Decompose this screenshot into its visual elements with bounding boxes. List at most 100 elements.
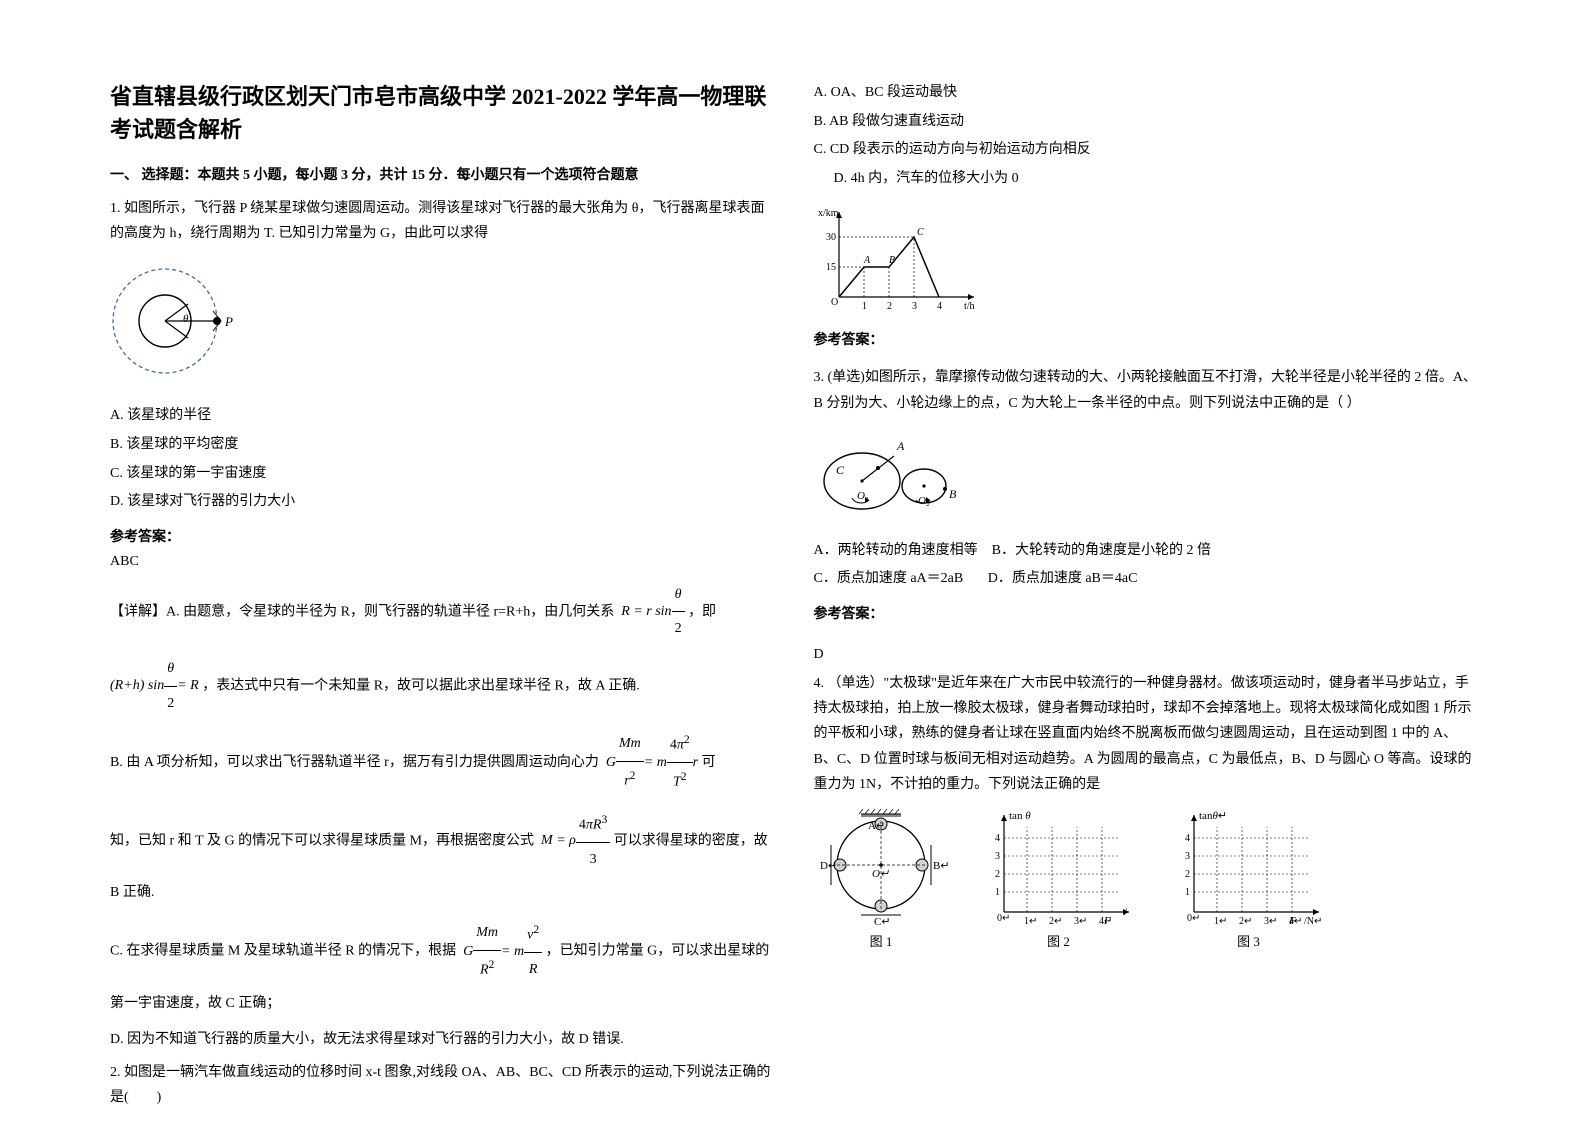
q3-diagram: A C B O₁ O₂ [814,426,1478,526]
q1-explain-b: B. 由 A 项分析知，可以求出飞行器轨道半径 r，据万有引力提供圆周运动向心力… [110,726,774,800]
q1-answer: ABC [110,554,774,570]
q3-option-a: A．两轮转动的角速度相等 [814,543,978,558]
q1-explain-a: 【详解】A. 由题意，令星球的半径为 R，则飞行器的轨道半径 r=R+h，由几何… [110,578,774,646]
svg-text:P: P [224,314,233,329]
q3-options-cd: C．质点加速度 aA＝2aB D．质点加速度 aB＝4aC [814,566,1478,593]
q1-option-d: D. 该星球对飞行器的引力大小 [110,489,774,516]
q4-intro: 4. （单选）"太极球"是近年来在广大市民中较流行的一种健身器材。做该项运动时，… [814,671,1478,797]
q1-option-b: B. 该星球的平均密度 [110,432,774,459]
svg-text:4: 4 [995,833,1000,844]
svg-text:1: 1 [862,301,867,312]
wheels-svg: A C B O₁ O₂ [814,426,984,521]
svg-text:D↵: D↵ [820,860,837,872]
formula-GMm: G [602,746,616,780]
q4-figures: O↵ A↵ C↵ B↵ D↵ [814,807,1478,950]
exp-a2-text: ，即 [688,604,716,619]
svg-text:30: 30 [826,232,836,243]
svg-text:2↵: 2↵ [1049,916,1062,927]
q1-explain-d: D. 因为不知道飞行器的质量大小，故无法求得星球对飞行器的引力大小，故 D 错误… [110,1027,774,1052]
q2-option-a: A. OA、BC 段运动最快 [814,80,1478,107]
svg-text:4↵: 4↵ [1099,916,1112,927]
svg-text:x/km: x/km [818,208,839,219]
q3-option-b: B．大轮转动的角速度是小轮的 2 倍 [992,543,1211,558]
q3-option-d: D．质点加速度 aB＝4aC [988,571,1138,586]
figure-3: tanθ↵ F /N↵ 0↵ 1 2 3 4 1↵ 2↵ 3↵ 4↵ [1169,807,1329,950]
svg-text:O↵: O↵ [872,868,889,880]
svg-text:2: 2 [995,869,1000,880]
svg-text:θ: θ [183,313,189,325]
q2-option-b: B. AB 段做匀速直线运动 [814,109,1478,136]
svg-text:t/h: t/h [964,301,975,312]
svg-text:4↵: 4↵ [1289,916,1302,927]
answer-label-1: 参考答案： [110,526,774,546]
q1-intro: 1. 如图所示，飞行器 P 绕某星球做匀速圆周运动。测得该星球对飞行器的最大张角… [110,196,774,246]
svg-text:/N↵: /N↵ [1304,916,1322,927]
answer-label-2: 参考答案： [814,329,1478,349]
svg-text:O: O [831,297,838,308]
exp-b2-text: 可 [702,755,716,770]
q1-diagram: θ P [110,256,774,391]
svg-text:0↵: 0↵ [997,913,1010,924]
fig1-label: 图 1 [814,931,949,950]
svg-text:4: 4 [937,301,942,312]
section-heading: 一、 选择题：本题共 5 小题，每小题 3 分，共计 15 分．每小题只有一个选… [110,164,774,184]
fig3-label: 图 3 [1169,931,1329,950]
page-title: 省直辖县级行政区划天门市皂市高级中学 2021-2022 学年高一物理联考试题含… [110,80,774,146]
figure-2: tan θ F 0↵ 1 2 3 4 1↵ 2↵ 3↵ 4↵ [979,807,1139,950]
q3-intro: 3. (单选)如图所示，靠摩擦传动做匀速转动的大、小两轮接触面互不打滑，大轮半径… [814,365,1478,415]
svg-text:2: 2 [1185,869,1190,880]
svg-text:A: A [896,439,905,453]
svg-text:B: B [889,255,895,266]
svg-text:4: 4 [1185,833,1190,844]
fig2-svg: tan θ F 0↵ 1 2 3 4 1↵ 2↵ 3↵ 4↵ [979,807,1139,927]
q2-option-c: C. CD 段表示的运动方向与初始运动方向相反 [814,137,1478,164]
formula-v2r: G [460,935,474,969]
fig3-svg: tanθ↵ F /N↵ 0↵ 1 2 3 4 1↵ 2↵ 3↵ 4↵ [1169,807,1329,927]
svg-text:1: 1 [995,887,1000,898]
q3-options-ab: A．两轮转动的角速度相等 B．大轮转动的角速度是小轮的 2 倍 [814,538,1478,565]
q1-explain-a-line2: (R+h) sinθ2 = R ，表达式中只有一个未知量 R，故可以据此求出星球… [110,652,774,720]
svg-text:B↵: B↵ [933,860,949,872]
svg-text:1↵: 1↵ [1024,916,1037,927]
exp-c1-text: C. 在求得星球质量 M 及星球轨道半径 R 的情况下，根据 [110,944,456,959]
exp-a1-text: 【详解】A. 由题意，令星球的半径为 R，则飞行器的轨道半径 r=R+h，由几何… [110,604,614,619]
q1-explain-c: C. 在求得星球质量 M 及星球轨道半径 R 的情况下，根据 GMmR2 = m… [110,916,774,1020]
formula-Rh: (R+h) sin [110,669,164,703]
svg-text:tanθ↵: tanθ↵ [1199,810,1227,822]
svg-text:3: 3 [912,301,917,312]
svg-text:2: 2 [887,301,892,312]
svg-text:tan θ: tan θ [1009,810,1031,822]
orbit-diagram: θ P [110,256,260,386]
svg-text:0↵: 0↵ [1187,913,1200,924]
svg-text:3↵: 3↵ [1074,916,1087,927]
q3-option-c: C．质点加速度 aA＝2aB [814,571,964,586]
formula-density: M = ρ [538,824,576,858]
svg-text:C: C [836,463,845,477]
fig2-label: 图 2 [979,931,1139,950]
q1-explain-b-line2: 知，已知 r 和 T 及 G 的情况下可以求得星球质量 M，再根据密度公式 M … [110,806,774,910]
fig1-svg: O↵ A↵ C↵ B↵ D↵ [814,807,949,927]
svg-text:A: A [863,255,871,266]
answer-label-3: 参考答案： [814,603,1478,623]
svg-text:B: B [949,487,957,501]
formula-Rsin: R = r sin [618,595,672,629]
q3-answer: D [814,647,1478,663]
svg-text:C: C [917,227,924,238]
right-column: A. OA、BC 段运动最快 B. AB 段做匀速直线运动 C. CD 段表示的… [794,80,1498,1082]
svg-text:2↵: 2↵ [1239,916,1252,927]
xt-chart: x/km t/h O 15 30 1 2 3 4 A B C [814,202,1478,317]
exp-b1-text: B. 由 A 项分析知，可以求出飞行器轨道半径 r，据万有引力提供圆周运动向心力 [110,755,599,770]
q1-option-c: C. 该星球的第一宇宙速度 [110,461,774,488]
xt-chart-svg: x/km t/h O 15 30 1 2 3 4 A B C [814,202,984,312]
exp-a3-text: ，表达式中只有一个未知量 R，故可以据此求出星球半径 R，故 A 正确. [202,678,640,693]
left-column: 省直辖县级行政区划天门市皂市高级中学 2021-2022 学年高一物理联考试题含… [90,80,794,1082]
figure-1: O↵ A↵ C↵ B↵ D↵ [814,807,949,950]
svg-text:15: 15 [826,262,836,273]
svg-text:3: 3 [1185,851,1190,862]
svg-text:3: 3 [995,851,1000,862]
exp-b3-text: 知，已知 r 和 T 及 G 的情况下可以求得星球质量 M，再根据密度公式 [110,833,534,848]
q1-option-a: A. 该星球的半径 [110,403,774,430]
svg-text:C↵: C↵ [874,916,891,927]
svg-text:A↵: A↵ [868,820,885,832]
svg-text:3↵: 3↵ [1264,916,1277,927]
